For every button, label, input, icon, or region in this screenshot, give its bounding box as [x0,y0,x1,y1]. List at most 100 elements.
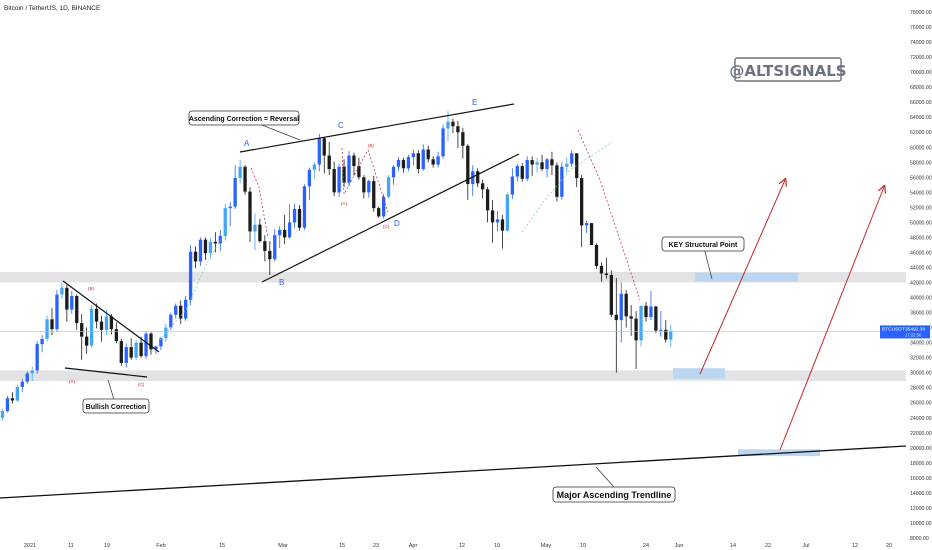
x-tick-label: 19 [494,543,500,549]
candle-body [85,336,89,346]
candle-body [273,235,277,260]
y-tick-label: 32000.00 [910,356,932,362]
candle-body [94,308,99,322]
x-tick-label: 23 [373,543,379,549]
major-ascending-trendline [0,445,907,499]
highlight-box [673,368,725,379]
candle-body [669,331,673,340]
candle-body [515,166,519,177]
x-tick-label: 24 [643,543,649,549]
candle-body [352,155,356,167]
y-tick-label: 42000.00 [910,281,932,287]
candle-body [575,153,579,179]
candle-body [149,333,153,350]
candle-body [580,178,584,226]
x-tick-label: May [541,543,552,549]
candle-body [614,314,618,321]
sub-wave-label: (B) [368,143,375,148]
y-tick-label: 44000.00 [910,265,932,271]
candle-body [446,121,450,129]
candle-body [396,160,401,167]
candle-body [243,166,247,192]
candle-body [292,208,297,223]
candle-body [45,319,49,339]
candle-body [263,241,267,251]
candle-body [184,299,188,319]
symbol-header: Bitcoin / TetherUS, 1D, BINANCE [4,5,101,12]
candle-body [560,166,564,197]
candle-body [426,149,430,160]
candle-body [416,153,420,170]
y-tick-label: 26000.00 [910,401,932,407]
candle-body [228,206,232,209]
y-tick-label: 60000.00 [910,145,932,151]
wave-letter-c: C [338,121,344,130]
candle-body [555,165,559,197]
x-tick-label: Jul [802,543,809,549]
x-tick-label: 14 [730,543,736,549]
wedge-upper-line [239,103,515,153]
sub-wave-label: (C) [138,382,145,387]
callout-bullish-box [82,398,150,414]
candle-body [639,305,643,341]
watermark-logo: @ALTSIGNALS [729,57,847,82]
y-tick-label: 72000.00 [910,55,932,61]
callout-trendline-text: Major Ascending Trendline [557,490,672,500]
candle-body [362,177,366,193]
bullish-correction-upper-line [62,280,160,353]
callout-bullish-text: Bullish Correction [86,404,147,411]
bullish-correction-lower-line [64,367,148,378]
y-tick-label: 40000.00 [910,296,932,302]
x-tick-label: 2021 [24,543,36,549]
candle-body [307,169,312,187]
candle-body [570,153,574,164]
candlestick-series [0,111,673,421]
projection-arrow-2 [779,187,884,451]
x-tick-label: 15 [219,543,225,549]
y-tick-label: 46000.00 [910,250,932,256]
candle-body [129,347,133,358]
candle-body [134,342,138,358]
y-tick-label: 12000.00 [910,506,932,512]
y-tick-label: 14000.00 [910,491,932,497]
candle-body [332,169,336,193]
candle-body [377,208,381,217]
candle-body [193,251,198,262]
candle-body [495,219,500,223]
candle-body [89,308,94,346]
candle-body [20,381,24,387]
x-tick-label: 10 [580,543,586,549]
candle-body [441,128,445,157]
candle-body [589,223,594,245]
candle-body [451,121,455,127]
candle-body [386,177,391,197]
candle-body [584,223,589,226]
candle-body [401,160,406,169]
x-tick-label: 19 [104,543,110,549]
candle-body [60,287,64,295]
candle-body [520,166,524,179]
y-tick-label: 20000.00 [910,446,932,452]
price-badge-value: 35492.38 [905,326,925,332]
candle-body [550,159,554,166]
candle-body [50,319,54,330]
time-axis: 2021 11 19 Feb 15 Mar 15 23 Apr 12 19 May 10 24 Jun 14 2… [24,543,892,549]
callout-trendline-leader [595,466,615,488]
callout-trendline-box [552,486,676,503]
x-tick-label: 20 [886,543,892,549]
candle-body [367,181,371,193]
candle-body [297,208,302,228]
candle-body [456,126,460,133]
candle-body [70,296,74,310]
candle-body [481,183,485,190]
candle-body [55,294,59,330]
candle-body [35,344,39,371]
y-tick-label: 70000.00 [910,70,932,76]
candle-body [203,239,208,254]
candle-body [545,159,549,170]
sub-wave-label: (C) [383,224,390,229]
candle-body [40,338,44,345]
candle-body [99,321,104,330]
y-tick-label: 52000.00 [910,205,932,211]
